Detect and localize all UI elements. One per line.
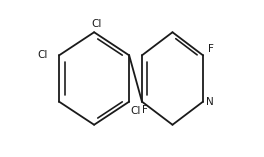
Text: Cl: Cl: [37, 50, 47, 60]
Text: F: F: [208, 44, 214, 54]
Text: F: F: [142, 105, 148, 115]
Text: Cl: Cl: [130, 106, 141, 116]
Text: N: N: [206, 97, 214, 107]
Text: Cl: Cl: [92, 19, 102, 29]
